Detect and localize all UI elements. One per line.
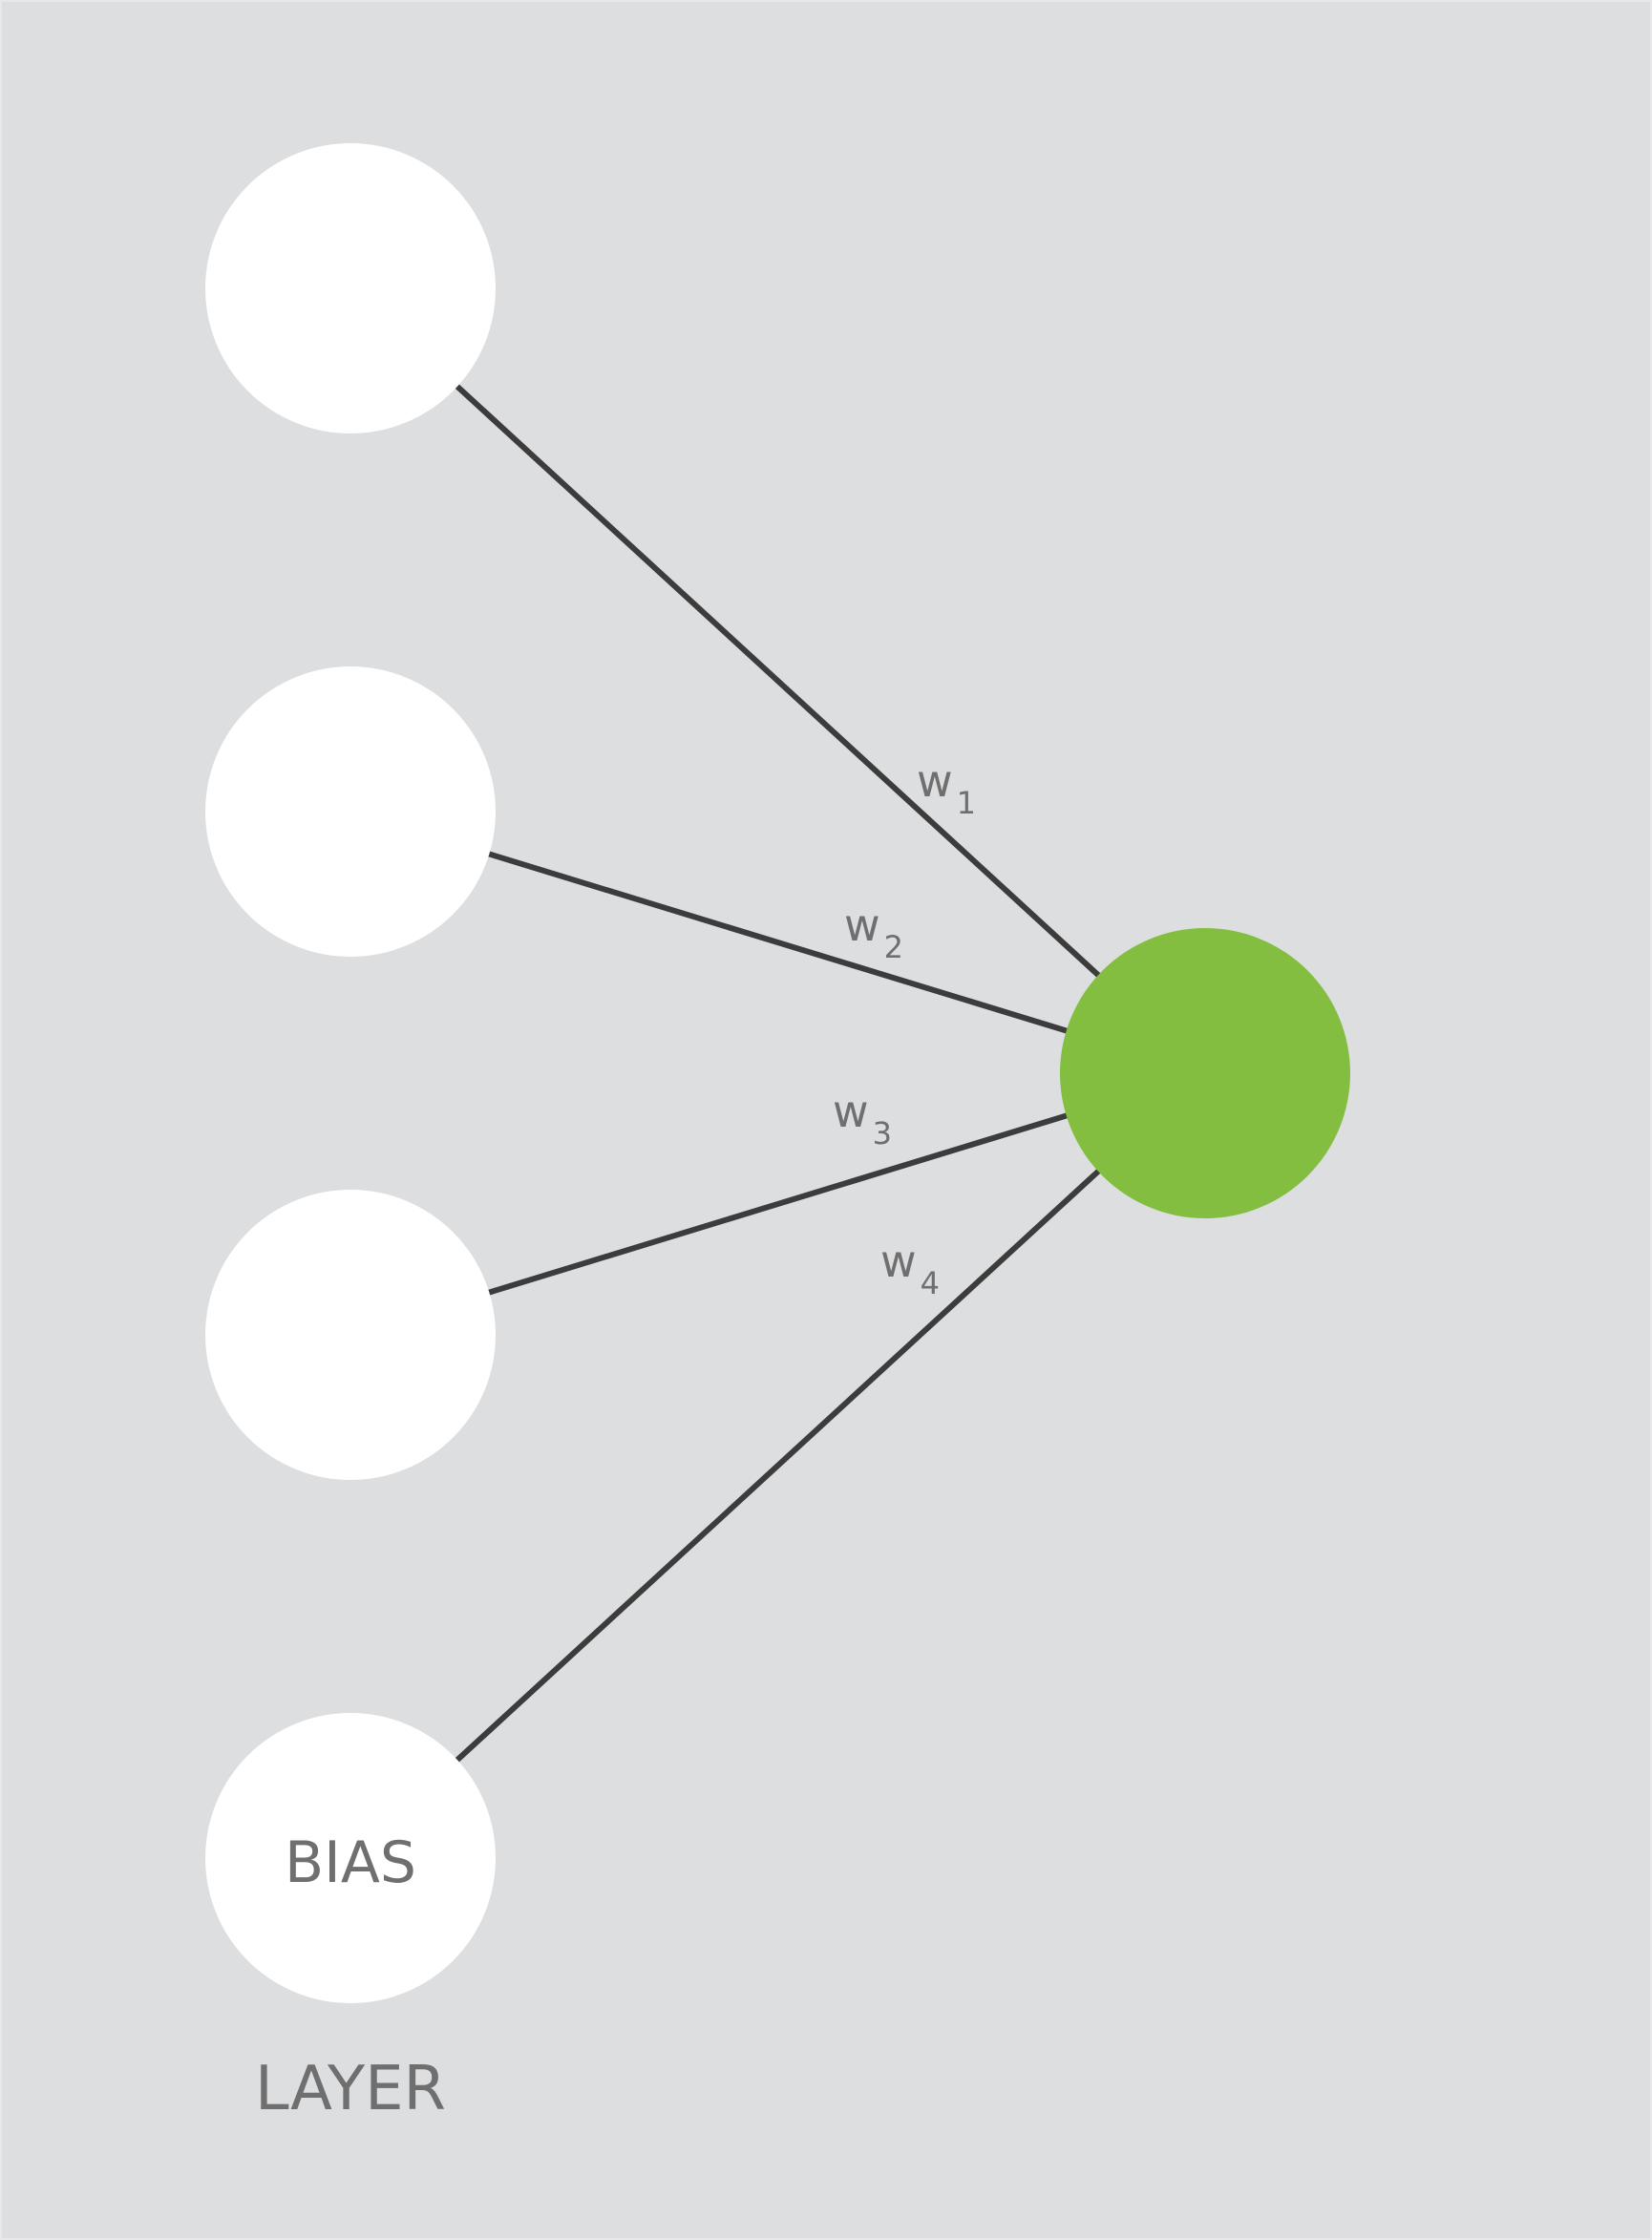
- input-node-2: [205, 666, 496, 957]
- weight-symbol-3: w: [833, 1086, 869, 1137]
- weight-symbol-2: w: [844, 899, 880, 951]
- weight-index-3: 3: [873, 1115, 892, 1152]
- input-node-3: [205, 1190, 496, 1480]
- bias-node-label: BIAS: [285, 1829, 416, 1896]
- edge-input-1-to-output: [348, 285, 1208, 1076]
- weight-index-4: 4: [921, 1265, 940, 1301]
- weight-index-1: 1: [957, 785, 976, 821]
- input-node-1: [205, 143, 496, 433]
- edge-input-3-to-output: [349, 1070, 1206, 1338]
- weight-symbol-4: w: [880, 1236, 917, 1287]
- bias-node: [205, 1713, 496, 2003]
- weight-symbol-1: w: [917, 755, 953, 807]
- edge-input-2-to-output: [349, 809, 1206, 1076]
- layer-caption: LAYER: [255, 2054, 446, 2124]
- output-node: [1060, 928, 1350, 1218]
- edge-bias-to-output: [348, 1070, 1208, 1861]
- weight-index-2: 2: [884, 929, 903, 965]
